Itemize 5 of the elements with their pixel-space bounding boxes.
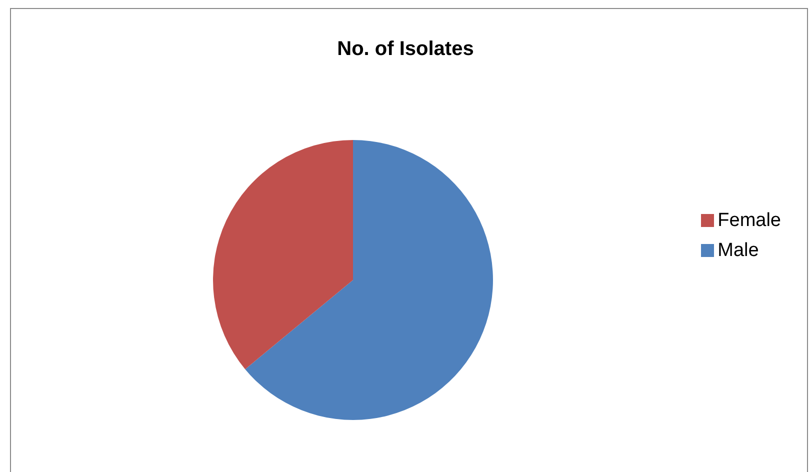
pie-slice — [213, 140, 353, 370]
chart-title: No. of Isolates — [336, 38, 475, 61]
legend-label: Male — [718, 240, 759, 261]
pie-slice — [245, 140, 493, 420]
legend-label: Female — [718, 210, 781, 231]
